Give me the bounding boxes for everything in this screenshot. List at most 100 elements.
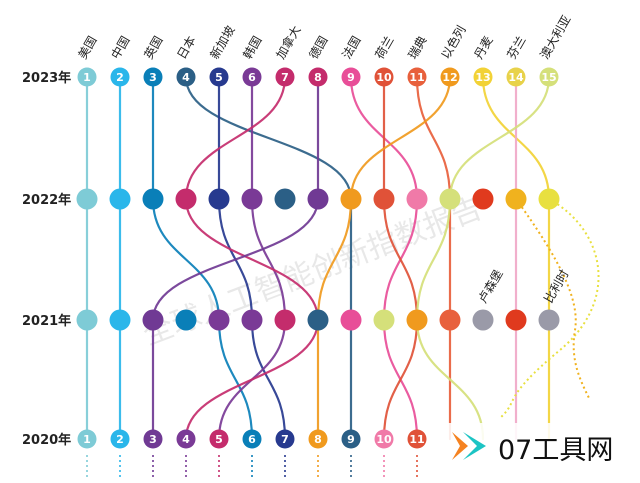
- rank-number: 2: [116, 433, 124, 446]
- rank-dot: [209, 67, 229, 87]
- rank-dot: [241, 188, 263, 210]
- rank-dot: [176, 67, 196, 87]
- brand-mark-teal: [463, 432, 486, 460]
- rank-number: 13: [475, 71, 490, 84]
- rank-dot: [341, 67, 361, 87]
- series-line: [217, 75, 287, 441]
- dot-annotation: 卢森堡: [475, 267, 506, 306]
- rank-dot: [473, 67, 493, 87]
- rank-dot: [142, 188, 164, 210]
- series-line: [184, 75, 353, 441]
- rank-dot: [406, 309, 428, 331]
- rank-dot: [505, 309, 527, 331]
- rank-dot: [440, 67, 460, 87]
- rank-dot: [275, 429, 295, 449]
- rank-dot: [373, 188, 395, 210]
- rank-number: 8: [314, 433, 322, 446]
- rank-dot: [274, 309, 296, 331]
- rank-dot: [341, 429, 361, 449]
- rank-dot: [472, 188, 494, 210]
- series-line-dotted: [515, 198, 591, 401]
- brand-name: 07工具网: [498, 435, 613, 466]
- rank-dot: [143, 67, 163, 87]
- rank-dot: [175, 309, 197, 331]
- rank-dot: [142, 309, 164, 331]
- rank-dot: [407, 429, 427, 449]
- rank-dot: [506, 67, 526, 87]
- country-label: 英国: [141, 34, 165, 62]
- year-label: 2022年: [22, 192, 71, 208]
- rank-dot: [110, 429, 130, 449]
- rank-dots: 1 2 3 4 5 6 7 8 9 10 11 12 13 14 151 2 3 4 5 6 7 8 9 10 11: [76, 67, 560, 449]
- rank-number: 3: [149, 71, 157, 84]
- series-line: [217, 75, 287, 441]
- year-label: 2023年: [22, 70, 71, 86]
- rank-dot: [241, 309, 263, 331]
- rank-dot: [175, 188, 197, 210]
- rank-dot: [505, 188, 527, 210]
- series-line: [151, 75, 254, 441]
- country-label: 丹麦: [471, 34, 495, 62]
- rank-number: 10: [376, 71, 392, 84]
- rank-dot: [539, 67, 559, 87]
- rank-dot: [439, 188, 461, 210]
- rank-dot: [242, 67, 262, 87]
- rank-dot: [208, 188, 230, 210]
- rank-dot: [340, 309, 362, 331]
- rank-dot: [77, 429, 97, 449]
- rank-number: 10: [376, 433, 392, 446]
- year-label: 2020年: [22, 432, 71, 448]
- country-label: 芬兰: [504, 34, 528, 62]
- year-guides: [86, 455, 418, 478]
- rank-number: 11: [409, 433, 424, 446]
- rank-number: 5: [215, 71, 223, 84]
- rank-number: 9: [347, 71, 355, 84]
- country-label: 以色列: [438, 23, 468, 61]
- series-line: [184, 75, 320, 441]
- series-line: [415, 75, 452, 441]
- rank-number: 6: [248, 433, 256, 446]
- rank-number: 1: [83, 433, 91, 446]
- rank-dot: [209, 429, 229, 449]
- rank-dot: [472, 309, 494, 331]
- rank-number: 6: [248, 71, 256, 84]
- rank-dot: [439, 309, 461, 331]
- rank-number: 3: [149, 433, 157, 446]
- rank-dot: [76, 188, 98, 210]
- country-label: 加拿大: [273, 23, 304, 62]
- rank-dot: [374, 429, 394, 449]
- rank-dot: [406, 188, 428, 210]
- rank-number: 4: [182, 433, 190, 446]
- brand-logo: 07工具网: [436, 423, 640, 483]
- rank-dot: [538, 309, 560, 331]
- rank-number: 7: [281, 71, 289, 84]
- rank-number: 1: [83, 71, 91, 84]
- dot-annotation: 比利时: [541, 267, 571, 305]
- series-line-dotted: [499, 198, 600, 419]
- rank-dot: [307, 188, 329, 210]
- series-line: [151, 75, 320, 441]
- rank-dot: [176, 429, 196, 449]
- series-line: [415, 75, 551, 441]
- country-label: 新加坡: [207, 23, 238, 62]
- rank-number: 12: [442, 71, 457, 84]
- series-lines: [85, 75, 600, 441]
- rank-dot: [275, 67, 295, 87]
- rank-dot: [110, 67, 130, 87]
- rank-dot: [77, 67, 97, 87]
- country-label: 法国: [339, 34, 363, 62]
- rank-dot: [308, 429, 328, 449]
- rank-dot: [109, 188, 131, 210]
- country-label: 日本: [174, 34, 198, 62]
- country-label: 美国: [75, 34, 99, 62]
- rank-dot: [242, 429, 262, 449]
- rank-dot: [208, 309, 230, 331]
- series-line: [349, 75, 419, 441]
- rank-dot: [374, 67, 394, 87]
- rank-dot: [274, 188, 296, 210]
- rank-dot: [307, 309, 329, 331]
- rank-dot: [340, 188, 362, 210]
- brand-mark-orange: [452, 432, 468, 460]
- rank-dot: [407, 67, 427, 87]
- rank-number: 9: [347, 433, 355, 446]
